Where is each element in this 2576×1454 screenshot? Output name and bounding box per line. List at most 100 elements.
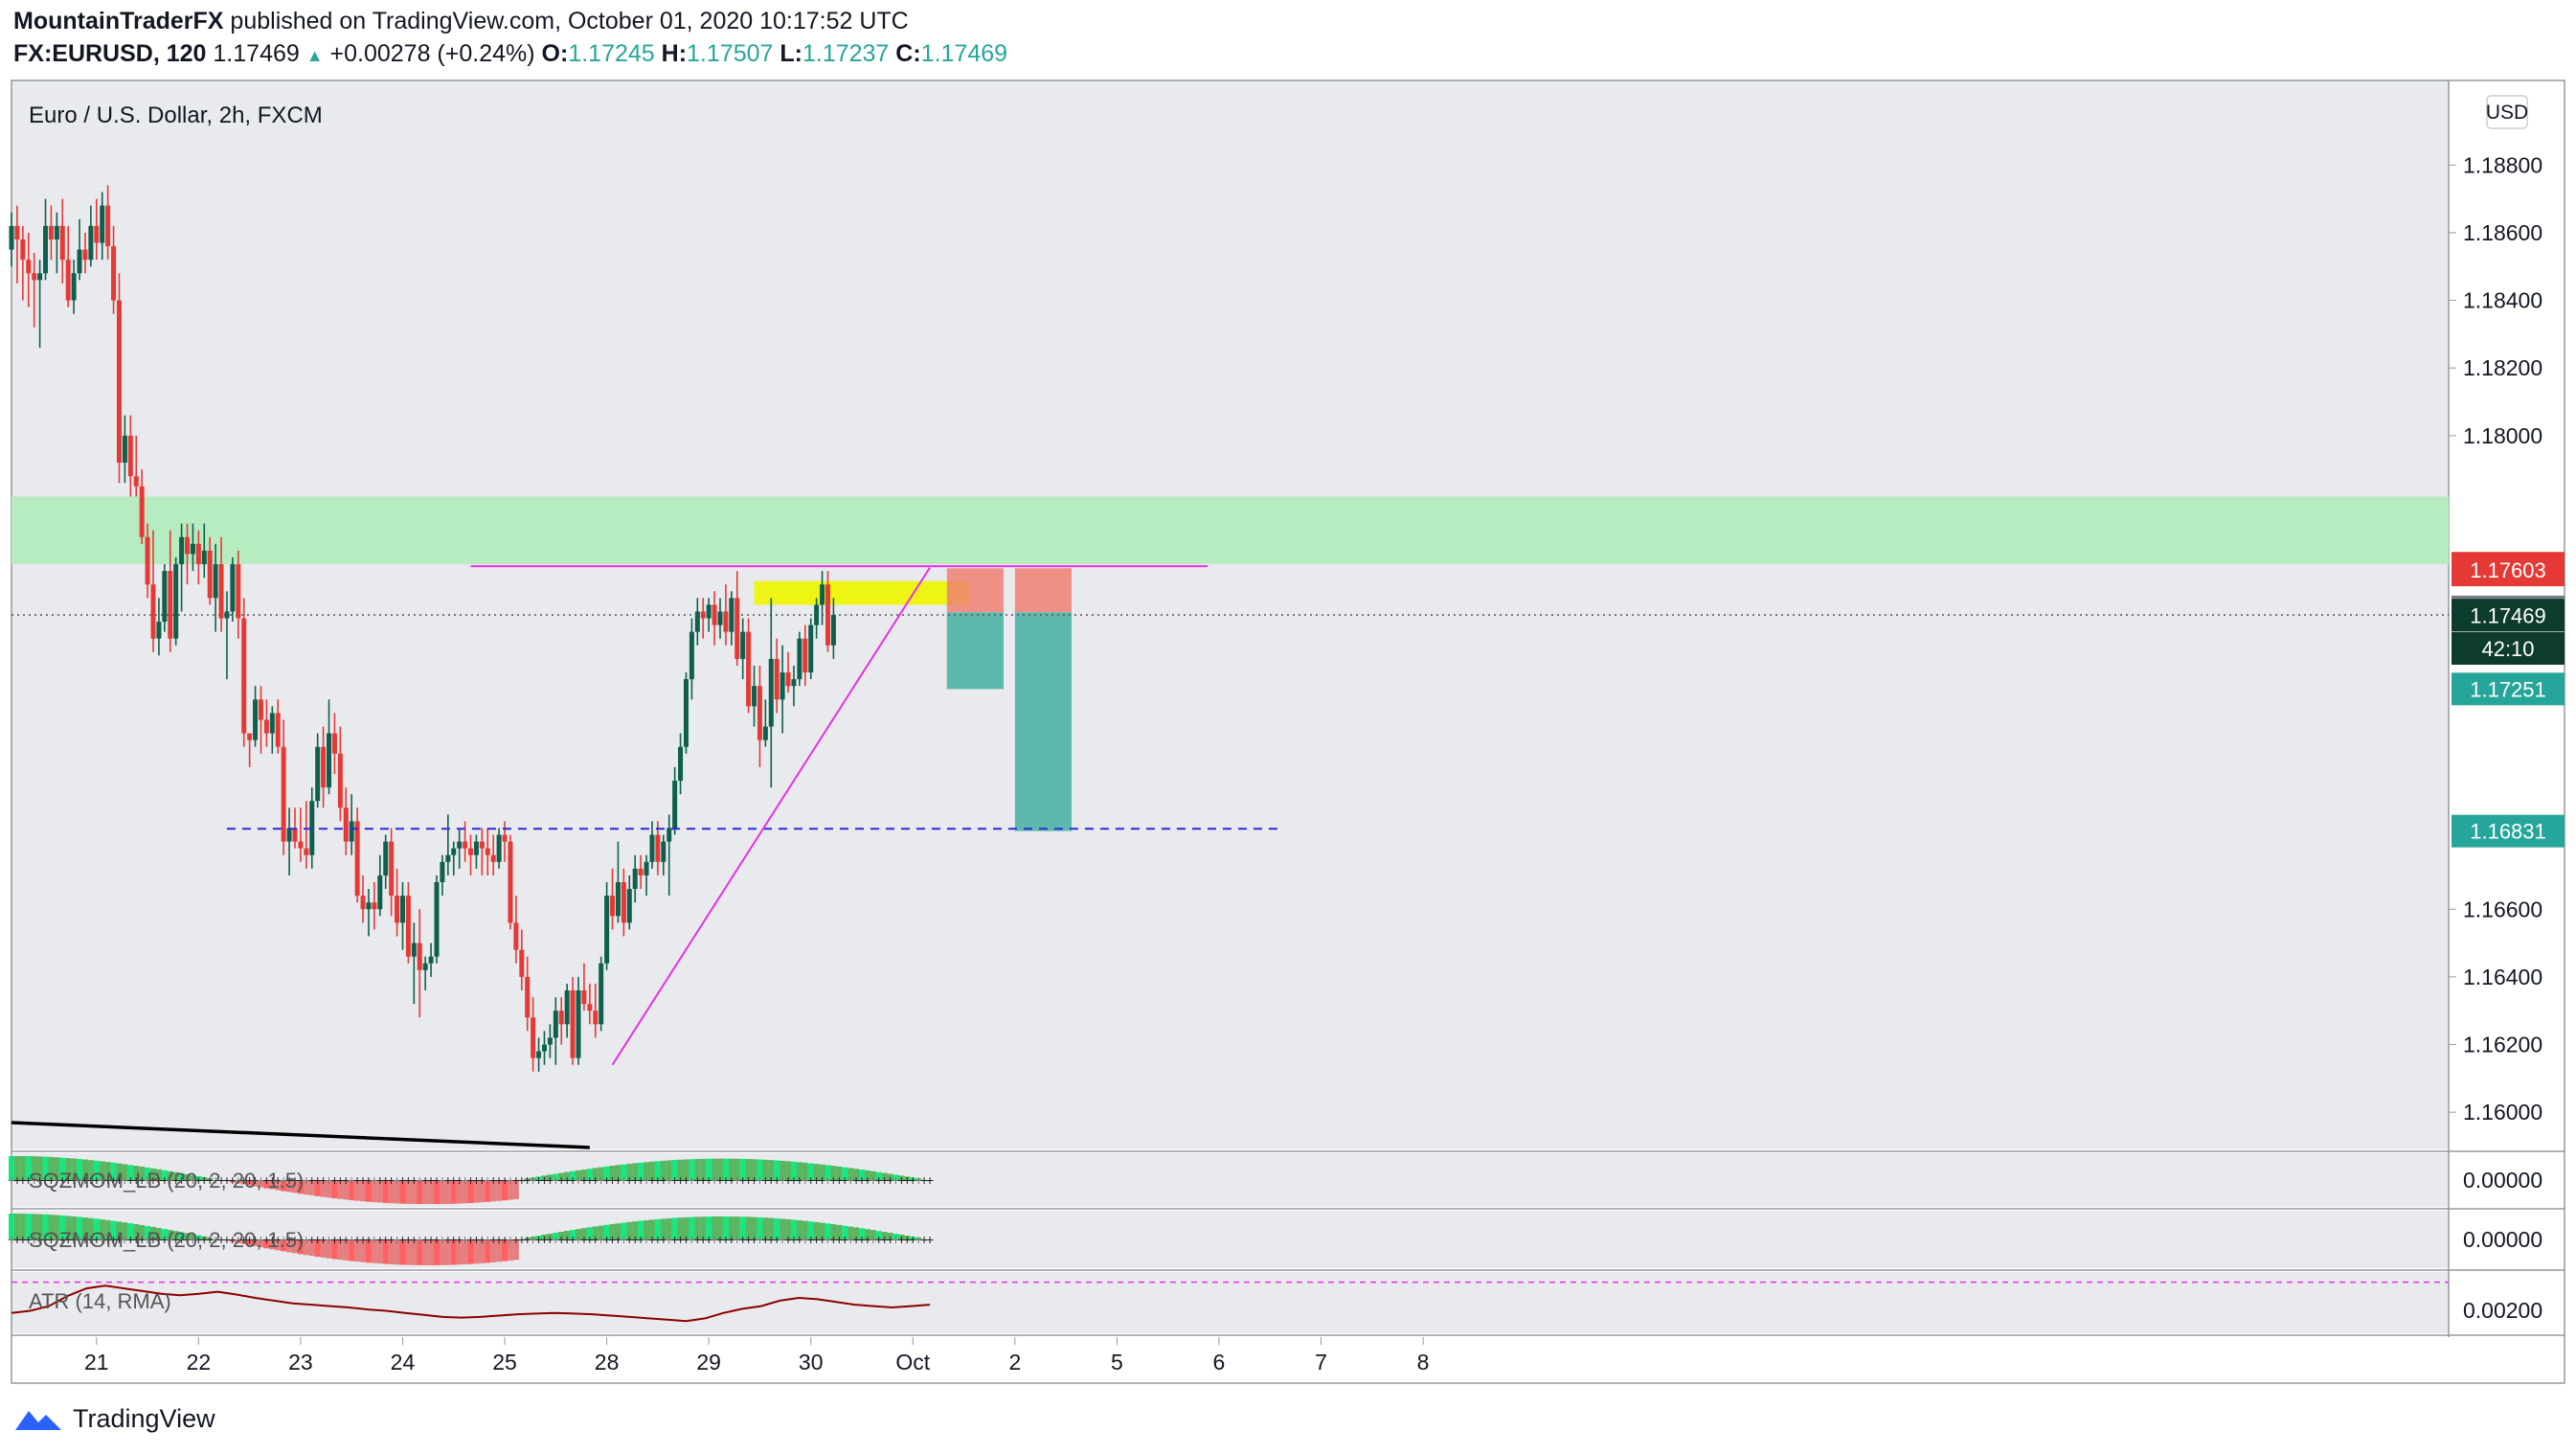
sqz-bar — [615, 1165, 621, 1180]
squeeze-cross: + — [93, 1172, 101, 1188]
squeeze-cross: + — [824, 1232, 831, 1247]
sqz-bar — [502, 1239, 508, 1261]
sqz-bar — [116, 1163, 123, 1180]
candle-body — [541, 1044, 547, 1052]
open-value: 1.17245 — [568, 40, 655, 67]
candle-body — [740, 631, 746, 659]
price-badge-label: 1.17469 — [2470, 603, 2546, 627]
sqz-bar — [25, 1156, 32, 1180]
candle-body — [354, 821, 360, 897]
squeeze-cross: + — [858, 1232, 866, 1247]
candle-body — [43, 225, 49, 274]
sqz-bar — [592, 1226, 599, 1239]
sqz-bar — [349, 1239, 355, 1261]
squeeze-cross: + — [637, 1232, 644, 1247]
y-tick-label: 1.16400 — [2463, 965, 2542, 989]
candle-body — [377, 875, 383, 910]
squeeze-cross: + — [109, 1232, 117, 1247]
candle-body — [570, 990, 576, 1058]
squeeze-cross: + — [144, 1232, 151, 1247]
sqz-pane-2-title: SQZMOM_LB (20, 2, 20, 1.5) — [29, 1228, 304, 1252]
squeeze-cross: + — [371, 1232, 378, 1247]
candle-body — [621, 882, 626, 923]
candle-body — [389, 841, 395, 897]
sqz-bar — [178, 1232, 185, 1239]
up-triangle-icon: ▲ — [305, 46, 324, 65]
sqz-bar — [644, 1162, 650, 1180]
squeeze-cross: + — [268, 1172, 276, 1188]
sqz-bar — [790, 1161, 797, 1180]
sqz-bar — [297, 1180, 304, 1194]
candle-body — [661, 841, 667, 862]
sqz-bar — [13, 1156, 20, 1180]
squeeze-cross: + — [484, 1172, 491, 1188]
squeeze-cross: + — [728, 1232, 735, 1247]
squeeze-cross: + — [807, 1172, 815, 1188]
squeeze-cross: + — [336, 1232, 344, 1247]
candle-body — [615, 882, 621, 917]
squeeze-cross: + — [126, 1172, 134, 1188]
squeeze-cross: + — [598, 1232, 605, 1247]
candle-body — [610, 896, 616, 917]
candle-body — [712, 604, 717, 625]
squeeze-cross: + — [76, 1232, 83, 1247]
squeeze-cross: + — [371, 1172, 378, 1188]
squeeze-cross: + — [557, 1232, 565, 1247]
squeeze-cross: + — [608, 1172, 616, 1188]
sqz-bar — [802, 1220, 808, 1239]
author-name[interactable]: MountainTraderFX — [13, 8, 224, 34]
sqz-bar — [456, 1239, 463, 1265]
squeeze-cross: + — [342, 1172, 350, 1188]
candle-body — [185, 536, 191, 555]
sqz-bar — [842, 1225, 848, 1239]
candle-body — [286, 828, 292, 842]
sqz-bar — [910, 1177, 916, 1180]
x-tick-label: 23 — [288, 1350, 313, 1374]
sqz-bar — [54, 1157, 60, 1180]
candle-body — [122, 435, 127, 464]
candle-body — [457, 841, 463, 849]
squeeze-cross: + — [835, 1232, 843, 1247]
candle-body — [156, 622, 162, 639]
squeeze-cross: + — [104, 1172, 112, 1188]
x-tick-label: 28 — [595, 1350, 620, 1374]
squeeze-cross: + — [138, 1172, 146, 1188]
black-trend-line — [11, 1121, 590, 1149]
sqz-bar — [847, 1226, 854, 1239]
candle-body — [428, 956, 434, 964]
sqz-bar — [615, 1223, 621, 1239]
squeeze-cross: + — [161, 1172, 169, 1188]
sqz-bar — [626, 1221, 633, 1239]
sqz-bar — [830, 1224, 837, 1239]
sqz-bar — [853, 1227, 860, 1239]
sqz-bar — [807, 1163, 814, 1180]
squeeze-cross: + — [546, 1172, 554, 1188]
squeeze-cross: + — [631, 1232, 639, 1247]
squeeze-cross: + — [682, 1172, 689, 1188]
sqz-bar — [405, 1239, 412, 1265]
sqz-bar — [77, 1159, 83, 1180]
squeeze-cross: + — [206, 1232, 214, 1247]
candle-body — [723, 611, 729, 632]
squeeze-cross: + — [439, 1232, 446, 1247]
squeeze-cross: + — [524, 1172, 531, 1188]
sqz-bar — [320, 1239, 327, 1258]
squeeze-cross: + — [99, 1232, 106, 1247]
squeeze-cross: + — [8, 1232, 15, 1247]
squeeze-cross: + — [19, 1232, 27, 1247]
candle-body — [638, 868, 644, 875]
candle-body — [558, 1011, 564, 1025]
footer-brand[interactable]: TradingView — [13, 1404, 215, 1434]
x-tick-label: 21 — [84, 1350, 109, 1374]
sqz-bar — [836, 1166, 843, 1180]
sqz-bar — [887, 1233, 893, 1239]
squeeze-cross: + — [194, 1232, 202, 1247]
squeeze-cross: + — [648, 1172, 656, 1188]
squeeze-cross: + — [235, 1172, 242, 1188]
sqz-bar — [258, 1180, 264, 1188]
sqz-bar — [65, 1158, 72, 1180]
y-tick-label: 1.16200 — [2463, 1033, 2542, 1057]
sqz-bar — [762, 1217, 769, 1239]
squeeze-cross: + — [262, 1232, 270, 1247]
